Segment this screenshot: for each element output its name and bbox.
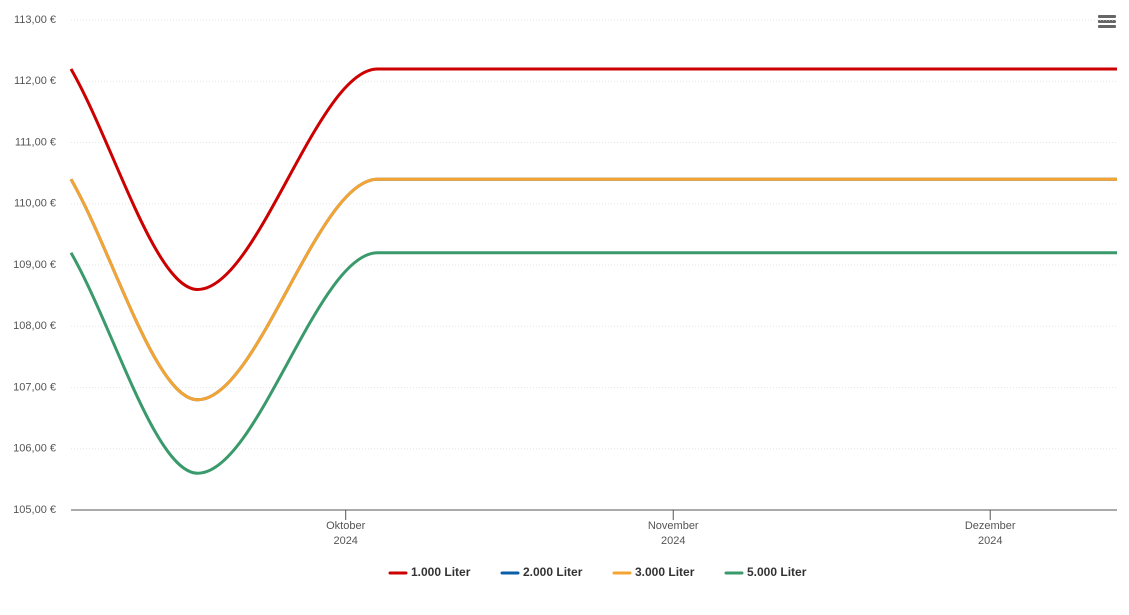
legend-item[interactable]: 1.000 Liter	[388, 565, 471, 579]
legend-label: 2.000 Liter	[523, 565, 583, 579]
y-tick-label: 105,00 €	[13, 504, 56, 516]
y-tick-label: 106,00 €	[13, 443, 56, 455]
x-tick-label-line: 2024	[333, 535, 357, 547]
y-tick-label: 112,00 €	[14, 75, 56, 87]
line-series	[69, 177, 1117, 402]
x-tick-label: Dezember 2024	[965, 520, 1016, 547]
x-tick-label: November 2024	[648, 520, 699, 547]
y-tick-label: 111,00 €	[15, 136, 56, 148]
y-tick-label: 110,00 €	[14, 198, 56, 210]
menu-button[interactable]	[1098, 15, 1116, 28]
legend-item[interactable]: 2.000 Liter	[500, 565, 583, 579]
y-tick-label: 108,00 €	[13, 320, 56, 332]
legend-label: 1.000 Liter	[411, 565, 471, 579]
legend-label: 3.000 Liter	[635, 565, 695, 579]
x-tick-label-line: November	[648, 520, 699, 532]
x-tick-label-line: 2024	[978, 535, 1002, 547]
x-tick-label: Oktober 2024	[326, 520, 365, 547]
legend-item[interactable]: 5.000 Liter	[724, 565, 807, 579]
x-tick-label-line: Oktober	[326, 520, 365, 532]
y-tick-label: 107,00 €	[13, 381, 56, 393]
y-tick-label: 109,00 €	[13, 259, 56, 271]
legend-label: 5.000 Liter	[747, 565, 807, 579]
x-tick-label-line: Dezember	[965, 520, 1016, 532]
x-tick-label-line: 2024	[661, 535, 685, 547]
line-series	[69, 67, 1117, 292]
line-series	[69, 177, 1117, 402]
legend-item[interactable]: 3.000 Liter	[612, 565, 695, 579]
y-tick-label: 113,00 €	[14, 14, 56, 26]
line-series	[69, 251, 1117, 475]
